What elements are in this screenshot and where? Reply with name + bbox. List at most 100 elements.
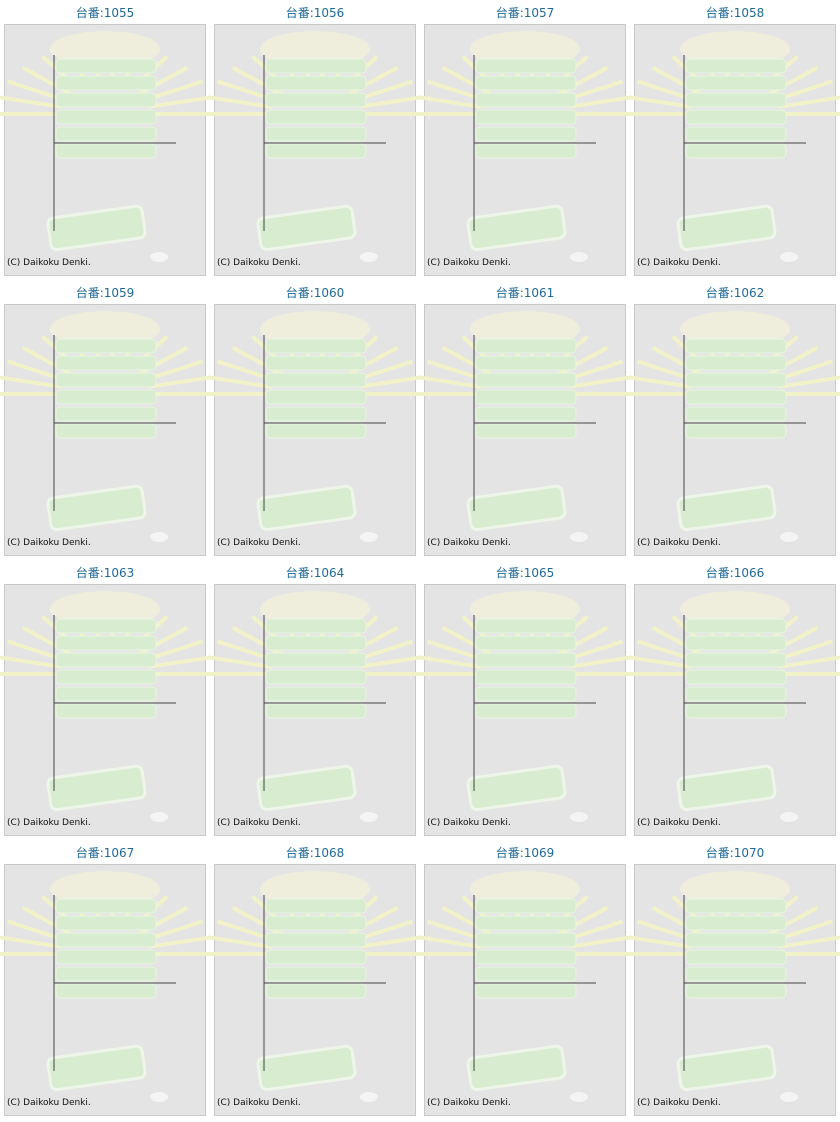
decor-ray [778,655,840,669]
chart-panel: 台番:1065 (C) Daikoku Denki. [415,565,635,836]
credit: (C) Daikoku Denki. [427,1098,511,1108]
decor-ray [627,655,692,669]
decor-tray [46,764,147,812]
decor-box [475,338,577,354]
decor-box [685,618,787,634]
decor-coin [570,252,588,262]
decor-balls [260,871,370,907]
decor-box [475,58,577,74]
credit: (C) Daikoku Denki. [217,818,301,828]
chart-title: 台番:1062 [706,285,765,300]
decor-coin [150,532,168,542]
decor-tray [256,484,357,532]
decor-ray [568,95,633,109]
decor-ray [358,375,423,389]
decor-box [265,109,367,125]
decor-tray [466,764,567,812]
decor-box [685,389,787,405]
decor-coin [150,812,168,822]
decor-box [265,898,367,914]
chart-panel: 台番:1059 (C) Daikoku Denki. [0,285,215,556]
decor-box [265,618,367,634]
decor-box [55,58,157,74]
decor-box [55,915,157,931]
decor-tray [46,484,147,532]
chart-title: 台番:1069 [496,845,555,860]
decor-box [685,635,787,651]
decor-box [55,338,157,354]
decor-box [475,949,577,965]
chart-title: 台番:1064 [286,565,345,580]
decor-box [475,983,577,999]
decor-balls [680,31,790,67]
decor-box [265,966,367,982]
decor-coin [360,252,378,262]
credit: (C) Daikoku Denki. [7,1098,91,1108]
decor-balls [50,31,160,67]
decor-balls [470,311,580,347]
decor-box [475,618,577,634]
decor-ray [207,655,272,669]
decor-box [475,389,577,405]
chart-title: 台番:1061 [496,285,555,300]
chart-title: 台番:1059 [76,285,135,300]
decor-tray [676,204,777,252]
chart-panel: 台番:1058 (C) Daikoku Denki. [625,5,840,276]
chart-panel: 台番:1067 (C) Daikoku Denki. [0,845,215,1116]
decor-box [475,669,577,685]
decor-ray [0,95,62,109]
credit: (C) Daikoku Denki. [637,818,721,828]
decor-ray [148,655,213,669]
decor-box [55,652,157,668]
chart-title: 台番:1056 [286,5,345,20]
decor-box [265,126,367,142]
decor-coin [570,812,588,822]
decor-box [475,703,577,719]
decor-tray [46,1044,147,1092]
decor-tray [256,1044,357,1092]
decor-box [55,983,157,999]
decor-box [475,126,577,142]
decor-ray [0,935,62,949]
decor-balls [50,311,160,347]
decor-box [265,338,367,354]
decor-coin [360,532,378,542]
credit: (C) Daikoku Denki. [427,818,511,828]
decor-tray [256,764,357,812]
decor-box [685,58,787,74]
decor-box [475,355,577,371]
decor-ray [358,655,423,669]
decor-coin [570,532,588,542]
decor-ray [417,935,482,949]
decor-coin [360,1092,378,1102]
decor-box [55,669,157,685]
decor-balls [680,311,790,347]
decor-ray [207,95,272,109]
decor-box [265,58,367,74]
credit: (C) Daikoku Denki. [427,538,511,548]
decor-box [685,406,787,422]
decor-ray [627,935,692,949]
chart-panel: 台番:1070 (C) Daikoku Denki. [625,845,840,1116]
decor-box [55,949,157,965]
decor-box [685,898,787,914]
decor-box [55,932,157,948]
decor-coin [780,1092,798,1102]
credit: (C) Daikoku Denki. [217,1098,301,1108]
decor-box [685,338,787,354]
credit: (C) Daikoku Denki. [217,538,301,548]
chart-panel: 台番:1063 (C) Daikoku Denki. [0,565,215,836]
chart-title: 台番:1058 [706,5,765,20]
chart-title: 台番:1070 [706,845,765,860]
decor-box [55,389,157,405]
decor-tray [466,1044,567,1092]
decor-box [55,355,157,371]
decor-box [55,686,157,702]
chart-panel: 台番:1060 (C) Daikoku Denki. [205,285,425,556]
decor-box [475,686,577,702]
decor-box [685,355,787,371]
chart-panel: 台番:1068 (C) Daikoku Denki. [205,845,425,1116]
decor-balls [260,311,370,347]
decor-box [685,915,787,931]
decor-ray [0,375,62,389]
